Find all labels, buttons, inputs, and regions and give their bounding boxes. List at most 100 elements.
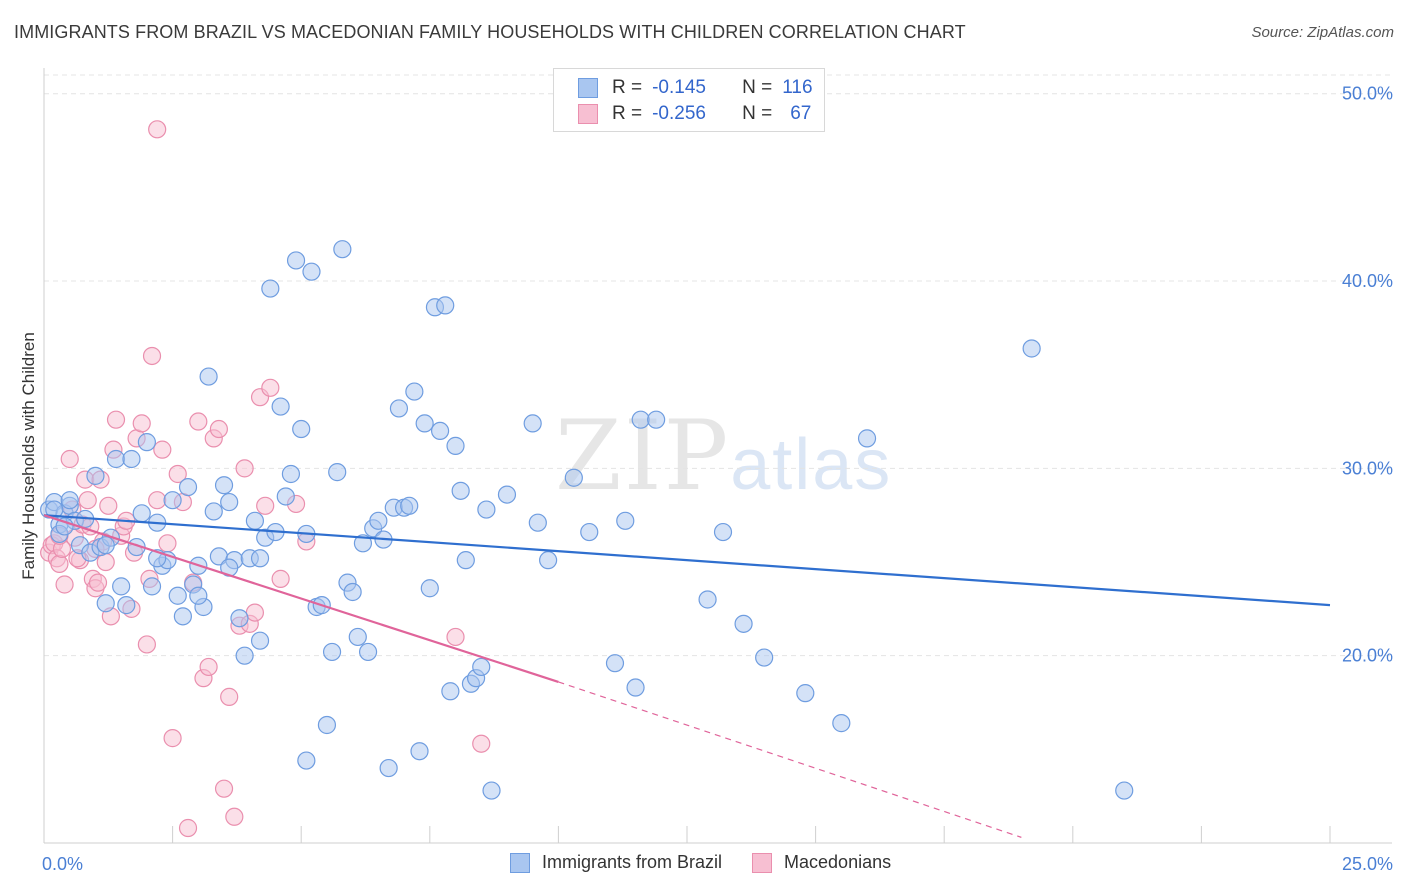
brazil-point (857, 429, 877, 448)
macedonians-point (178, 818, 198, 838)
macedonians-point (88, 573, 108, 592)
macedonians-point (199, 657, 218, 677)
macedonians-point (106, 410, 126, 429)
macedonians-point (158, 534, 177, 553)
brazil-point (214, 476, 234, 495)
brazil-point (451, 481, 470, 500)
macedonians-point (214, 779, 234, 798)
legend-r-label: R = (612, 103, 643, 124)
macedonians-regression-extension (558, 681, 1022, 838)
macedonians-point (55, 575, 74, 594)
x-tick-label: 0.0% (42, 854, 83, 874)
brazil-point (220, 492, 239, 512)
brazil-point (420, 579, 439, 598)
macedonians-point (225, 807, 244, 826)
brazil-point (261, 279, 280, 298)
brazil-point (698, 590, 717, 609)
macedonians-point (220, 687, 239, 706)
brazil-point (250, 549, 270, 568)
legend-swatch-brazil (578, 78, 598, 98)
y-tick-label: 40.0% (1342, 271, 1393, 291)
macedonians-point (137, 635, 156, 654)
legend-n-value: 67 (790, 103, 812, 124)
brazil-point (523, 414, 542, 433)
y-tick-label: 50.0% (1342, 84, 1393, 104)
brazil-point (580, 522, 599, 542)
bottom-legend-label-brazil: Immigrants from Brazil (542, 852, 723, 872)
macedonians-regression-line (43, 514, 559, 683)
brazil-point (796, 684, 815, 703)
brazil-point (292, 419, 311, 439)
macedonians-point (142, 346, 162, 366)
macedonians-point (163, 729, 182, 748)
brazil-point (477, 500, 496, 519)
legend-n-value: 116 (782, 77, 813, 98)
brazil-point (482, 781, 501, 800)
macedonians-point (209, 419, 228, 439)
brazil-regression-line (43, 514, 1331, 607)
x-tick-label: 25.0% (1342, 854, 1393, 874)
brazil-point (528, 513, 547, 532)
brazil-point (446, 436, 465, 455)
legend-r-label: R = (612, 77, 643, 98)
brazil-point (168, 586, 187, 605)
brazil-point (250, 631, 270, 650)
brazil-point (281, 464, 301, 484)
tick-labels: 20.0% 30.0% 40.0% 50.0% 0.0% 25.0% (42, 84, 1393, 874)
macedonians-point (446, 627, 465, 647)
legend-n-label: N = (742, 77, 773, 98)
brazil-point (400, 496, 419, 515)
brazil-point (626, 678, 645, 697)
brazil-point (199, 367, 218, 386)
brazil-point (415, 414, 434, 433)
brazil-point (96, 594, 115, 613)
brazil-point (230, 609, 249, 628)
axes (43, 68, 1392, 844)
macedonians-point (235, 459, 254, 478)
macedonians-point (148, 491, 167, 510)
regression-lines (43, 514, 1331, 838)
brazil-point (86, 466, 105, 485)
brazil-point (497, 485, 517, 504)
brazil-point (328, 463, 347, 482)
brazil-point (1115, 781, 1134, 800)
macedonians-point (132, 414, 151, 433)
brazil-point (472, 657, 491, 677)
brazil-point (832, 714, 851, 733)
brazil-point (178, 477, 198, 497)
brazil-point (245, 511, 265, 530)
brazil-point (60, 491, 79, 510)
bottom-legend-swatch-brazil (510, 852, 530, 873)
brazil-point (605, 654, 625, 673)
macedonians-point (189, 412, 208, 431)
brazil-point (755, 648, 774, 667)
macedonians-point (50, 554, 69, 573)
macedonians-point (271, 569, 290, 588)
brazil-point (163, 491, 182, 510)
brazil-point (117, 596, 136, 615)
macedonians-point (245, 603, 265, 622)
brazil-point (713, 522, 733, 542)
brazil-point (353, 534, 373, 553)
macedonians-point (60, 449, 79, 469)
brazil-point (137, 433, 156, 452)
series-legend: Immigrants from Brazil Macedonians (510, 852, 891, 873)
macedonians-point (256, 496, 275, 515)
brazil-point (631, 410, 650, 429)
grid (44, 74, 1392, 657)
brazil-point (204, 502, 223, 521)
brazil-point (358, 642, 378, 662)
brazil-point (122, 449, 141, 469)
brazil-point (132, 504, 151, 523)
legend-swatch-macedonians (578, 104, 598, 124)
brazil-point (286, 251, 306, 270)
brazil-point (369, 511, 388, 530)
macedonians-points (40, 120, 491, 838)
brazil-point (106, 449, 126, 469)
chart-title: IMMIGRANTS FROM BRAZIL VS MACEDONIAN FAM… (14, 22, 966, 42)
brazil-point (564, 468, 583, 487)
brazil-point (430, 421, 450, 441)
legend-n-label: N = (742, 103, 773, 124)
brazil-point (441, 682, 460, 701)
